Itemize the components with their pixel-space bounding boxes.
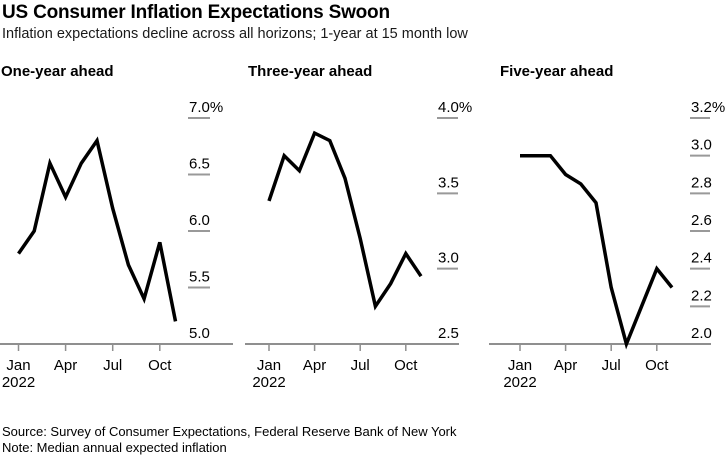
- page-subtitle: Inflation expectations decline across al…: [2, 26, 468, 42]
- panel-title-one-year: One-year ahead: [1, 63, 114, 80]
- y-tick-label: 3.0: [438, 250, 459, 267]
- y-tick-label: 3.2%: [691, 99, 725, 116]
- panel-title-five-year: Five-year ahead: [500, 63, 614, 80]
- x-tick-label: Jan: [257, 357, 281, 374]
- panel-title-three-year: Three-year ahead: [248, 63, 373, 80]
- x-tick-label: Jul: [351, 357, 370, 374]
- y-tick-label: 2.5: [438, 325, 459, 342]
- y-tick-label: 7.0%: [189, 99, 223, 116]
- y-tick-label: 6.5: [189, 156, 210, 173]
- y-tick-label: 2.8: [691, 174, 712, 191]
- y-tick-label: 5.5: [189, 269, 210, 286]
- x-tick-year-label: 2022: [503, 374, 536, 391]
- x-tick-year-label: 2022: [2, 374, 35, 391]
- x-tick-label: Oct: [394, 357, 418, 374]
- x-tick-label: Apr: [54, 357, 77, 374]
- y-tick-label: 2.4: [691, 250, 712, 267]
- y-tick-label: 2.6: [691, 212, 712, 229]
- y-tick-label: 5.0: [189, 325, 210, 342]
- x-tick-label: Jan: [6, 357, 30, 374]
- y-tick-label: 6.0: [189, 212, 210, 229]
- x-tick-year-label: 2022: [252, 374, 285, 391]
- x-tick-label: Oct: [645, 357, 669, 374]
- y-tick-label: 3.5: [438, 174, 459, 191]
- source-line: Source: Survey of Consumer Expectations,…: [2, 424, 457, 439]
- x-tick-label: Jan: [508, 357, 532, 374]
- y-tick-label: 2.0: [691, 325, 712, 342]
- x-tick-label: Apr: [554, 357, 577, 374]
- line-series-1: [267, 130, 423, 311]
- y-tick-label: 2.2: [691, 287, 712, 304]
- x-tick-label: Jul: [103, 357, 122, 374]
- y-tick-label: 4.0%: [438, 99, 472, 116]
- note-line: Note: Median annual expected inflation: [2, 440, 227, 455]
- y-tick-label: 3.0: [691, 137, 712, 154]
- line-series-0: [17, 136, 178, 322]
- line-series-2: [520, 153, 674, 350]
- x-tick-label: Jul: [602, 357, 621, 374]
- x-tick-label: Oct: [148, 357, 172, 374]
- x-tick-label: Apr: [303, 357, 326, 374]
- page-title: US Consumer Inflation Expectations Swoon: [2, 2, 390, 23]
